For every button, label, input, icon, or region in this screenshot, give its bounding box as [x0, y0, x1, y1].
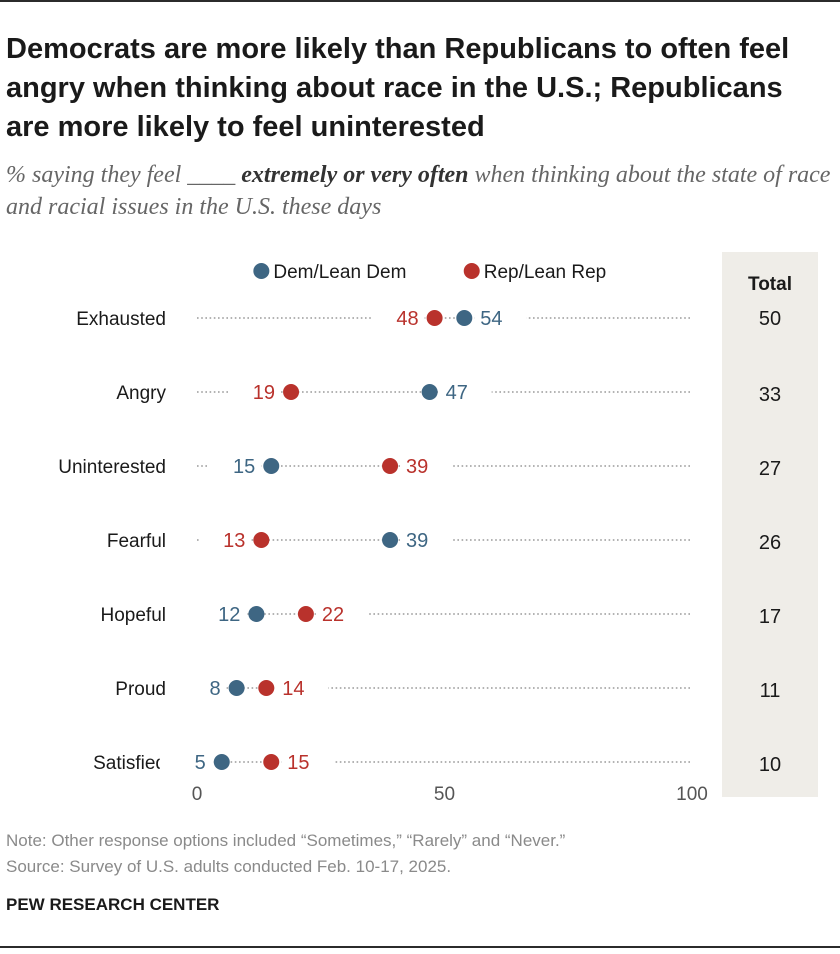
rep-dot-satisfied	[263, 754, 280, 770]
label-gap-right-uninterested	[400, 453, 453, 479]
category-label-exhausted: Exhausted	[76, 309, 166, 330]
label-gap-left-hopeful	[194, 601, 247, 627]
category-label-fearful: Fearful	[107, 531, 166, 552]
label-gap-left-uninterested	[209, 453, 262, 479]
label-gap-left-proud	[174, 675, 227, 701]
total-value-exhausted: 50	[759, 308, 781, 330]
note-text: Note: Other response options included “S…	[6, 831, 566, 850]
label-gap-right-angry	[439, 379, 492, 405]
rep-value-uninterested: 39	[406, 456, 428, 478]
footer-note: Note: Other response options included “S…	[6, 828, 565, 880]
legend-label-dem: Dem/Lean Dem	[273, 262, 406, 283]
x-tick-100: 100	[676, 784, 708, 805]
subtitle-emphasis: extremely or very often	[241, 162, 469, 188]
dem-value-satisfied: 5	[195, 752, 206, 774]
rep-dot-hopeful	[297, 606, 314, 622]
label-gap-right-hopeful	[315, 601, 368, 627]
rep-value-proud: 14	[282, 678, 304, 700]
category-label-uninterested: Uninterested	[58, 457, 166, 478]
subtitle-suffix: when thinking about the state of race an…	[6, 162, 831, 220]
dem-dot-angry	[421, 384, 438, 400]
legend-label-rep: Rep/Lean Rep	[484, 262, 607, 283]
dem-dot-fearful	[382, 532, 399, 548]
rep-value-fearful: 13	[223, 530, 245, 552]
source-text: Source: Survey of U.S. adults conducted …	[6, 857, 452, 876]
rep-dot-angry	[283, 384, 300, 400]
brand-logo-text: PEW RESEARCH CENTER	[6, 895, 220, 914]
total-value-fearful: 26	[759, 532, 781, 554]
total-value-angry: 33	[759, 384, 781, 406]
category-label-satisfied: Satisfied	[93, 753, 166, 774]
rep-dot-proud	[258, 680, 275, 696]
label-gap-right-proud	[276, 675, 329, 701]
subtitle-prefix: % saying they feel ____	[6, 162, 242, 188]
legend-swatch-rep	[463, 263, 480, 279]
top-rule	[0, 0, 840, 2]
total-value-hopeful: 17	[759, 606, 781, 628]
label-gap-right-satisfied	[281, 749, 334, 775]
rep-value-satisfied: 15	[287, 752, 309, 774]
rep-dot-uninterested	[382, 458, 399, 474]
total-value-satisfied: 10	[759, 754, 781, 776]
total-panel	[722, 252, 818, 797]
dem-value-hopeful: 12	[218, 604, 240, 626]
label-gap-left-angry	[229, 379, 282, 405]
dem-value-proud: 8	[209, 678, 220, 700]
label-gap-right-fearful	[400, 527, 453, 553]
rep-dot-fearful	[253, 532, 270, 548]
total-header: Total	[748, 274, 792, 295]
rep-dot-exhausted	[426, 310, 443, 326]
rep-value-angry: 19	[253, 382, 275, 404]
dem-value-angry: 47	[446, 382, 468, 404]
bottom-rule	[0, 946, 840, 948]
category-label-proud: Proud	[115, 679, 166, 700]
category-label-angry: Angry	[116, 383, 166, 404]
chart-subtitle: % saying they feel ____ extremely or ver…	[6, 159, 834, 223]
label-gap-left-fearful	[199, 527, 252, 553]
label-gap-left-satisfied	[159, 749, 212, 775]
category-label-hopeful: Hopeful	[101, 605, 167, 626]
dem-value-uninterested: 15	[233, 456, 255, 478]
total-value-uninterested: 27	[759, 458, 781, 480]
total-value-proud: 11	[760, 680, 781, 702]
dem-value-exhausted: 54	[480, 308, 502, 330]
dem-dot-exhausted	[456, 310, 473, 326]
label-gap-right-exhausted	[474, 305, 527, 331]
dem-dot-uninterested	[263, 458, 280, 474]
dem-dot-satisfied	[213, 754, 230, 770]
dem-value-fearful: 39	[406, 530, 428, 552]
x-tick-0: 0	[192, 784, 203, 805]
chart-title: Democrats are more likely than Republica…	[6, 33, 790, 143]
label-gap-left-exhausted	[372, 305, 425, 331]
rep-value-exhausted: 48	[396, 308, 418, 330]
legend-swatch-dem	[253, 263, 270, 279]
rep-value-hopeful: 22	[322, 604, 344, 626]
x-tick-50: 50	[434, 784, 455, 805]
dem-dot-proud	[228, 680, 245, 696]
dem-dot-hopeful	[248, 606, 265, 622]
